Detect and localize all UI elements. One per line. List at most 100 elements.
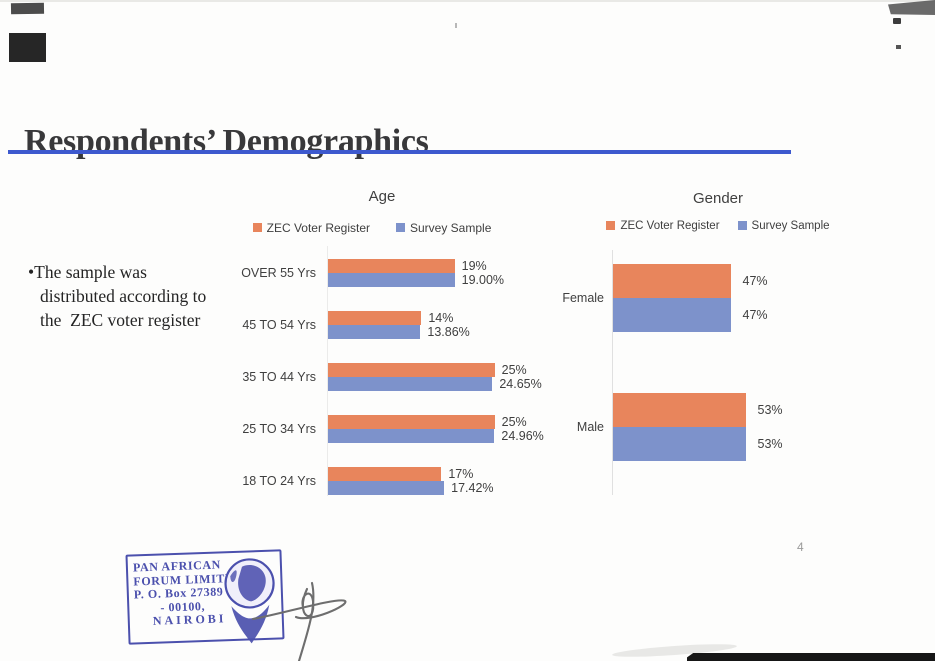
scan-artifact-top-right (888, 0, 935, 15)
legend-item: ZEC Voter Register (252, 220, 370, 235)
age-chart: Age ZEC Voter Register Survey Sample OVER… (228, 188, 552, 496)
bar-value-label: 13.86% (427, 325, 470, 339)
chart-row: Female 47% 47% (558, 264, 878, 332)
bar (328, 273, 455, 287)
legend-label: Survey Sample (751, 219, 830, 232)
legend-swatch-icon (606, 221, 616, 230)
category-label: 35 TO 44 Yrs (242, 370, 316, 384)
bar (328, 259, 455, 273)
pan-african-forum-stamp: PAN AFRICAN FORUM LIMITED P. O. Box 2738… (125, 549, 285, 645)
bullet-line: the ZEC voter register (40, 310, 201, 330)
chart-legend: ZEC Voter Register Survey Sample (558, 218, 878, 233)
bullet-marker: • (28, 262, 35, 282)
chart-legend: ZEC Voter Register Survey Sample (210, 220, 534, 235)
y-axis-line (612, 250, 613, 495)
y-axis-line (327, 246, 328, 496)
chart-title: Age (368, 188, 396, 205)
gender-chart: Gender ZEC Voter Register Survey Sample F… (558, 190, 878, 495)
chart-title: Gender (692, 190, 744, 207)
bar-value-label: 25% (501, 415, 527, 429)
bar (613, 298, 731, 332)
bar-value-label: 47% (742, 308, 768, 322)
bar-value-label: 17% (448, 467, 474, 481)
scan-artifact-top-left-1 (10, 2, 45, 15)
bar-value-label: 14% (428, 311, 454, 325)
legend-item: ZEC Voter Register (606, 219, 720, 232)
chart-row: 25 TO 34 Yrs 25% 24.96% (228, 415, 552, 443)
globe-hand-icon (224, 558, 275, 644)
category-label: Female (562, 291, 604, 305)
bar-line: 19% (328, 259, 528, 273)
chart-row: 35 TO 44 Yrs 25% 24.65% (228, 363, 552, 391)
bullet-text: •The sample was distributed according to… (28, 260, 238, 332)
scan-speck (893, 18, 901, 24)
bar-line: 25% (328, 415, 528, 429)
page-title: Respondents’ Demographics (24, 122, 429, 160)
bar (328, 311, 422, 325)
bar-line: 25% (328, 363, 528, 377)
chart-rows: Female 47% 47% Male 53% 53% (558, 264, 878, 461)
bar (328, 363, 495, 377)
category-label: 45 TO 54 Yrs (242, 318, 316, 332)
scan-speck (896, 45, 901, 49)
bar-value-label: 17.42% (451, 481, 494, 495)
bar-line: 47% (613, 298, 768, 332)
bar-value-label: 19.00% (461, 273, 505, 287)
bar-line: 47% (613, 264, 768, 298)
category-label: Male (576, 420, 604, 434)
title-underline (8, 150, 791, 154)
legend-label: Survey Sample (410, 220, 492, 235)
scan-artifact-bottom-bar (687, 653, 935, 661)
legend-label: ZEC Voter Register (266, 220, 370, 235)
bar (328, 481, 445, 495)
bar-value-label: 53% (757, 403, 783, 417)
bar-group: 53% 53% (613, 393, 783, 461)
category-label: 18 TO 24 Yrs (242, 474, 316, 488)
bar (328, 325, 421, 339)
bar-group: 17% 17.42% (328, 467, 528, 495)
scan-artifact-top-left-2 (9, 33, 46, 62)
chart-row: 18 TO 24 Yrs 17% 17.42% (228, 467, 552, 495)
bar-line: 19.00% (328, 273, 528, 287)
bar-group: 25% 24.96% (328, 415, 544, 443)
bar-value-label: 24.65% (499, 377, 542, 391)
chart-row: Male 53% 53% (558, 393, 878, 461)
bar-value-label: 19% (461, 259, 487, 273)
bar-value-label: 47% (742, 274, 768, 288)
bar-line: 17% (328, 467, 528, 481)
bar-line: 14% (328, 311, 528, 325)
bar (328, 467, 442, 481)
bar-line: 53% (613, 393, 783, 427)
bar (613, 264, 731, 298)
chart-row: 45 TO 54 Yrs 14% 13.86% (228, 311, 552, 339)
bar-line: 17.42% (328, 481, 528, 495)
page-number: 4 (797, 540, 804, 554)
legend-swatch-icon (252, 223, 262, 232)
scan-edge-smudge (0, 0, 935, 2)
bullet-line-text: The sample was (34, 262, 147, 282)
bar-line: 13.86% (328, 325, 528, 339)
bar-group: 47% 47% (613, 264, 768, 332)
legend-swatch-icon (737, 221, 747, 230)
bar (613, 393, 746, 427)
bar-line: 24.96% (328, 429, 544, 443)
bar (328, 415, 495, 429)
bar (613, 427, 746, 461)
bar (328, 377, 493, 391)
bar-value-label: 24.96% (501, 429, 544, 443)
chart-row: OVER 55 Yrs 19% 19.00% (228, 259, 552, 287)
legend-swatch-icon (396, 223, 405, 232)
legend-item: Survey Sample (737, 219, 830, 232)
bar (328, 429, 495, 443)
bar-value-label: 25% (501, 363, 527, 377)
bar-line: 53% (613, 427, 783, 461)
legend-label: ZEC Voter Register (620, 219, 720, 232)
bar-group: 19% 19.00% (328, 259, 528, 287)
bullet-line: distributed according to (40, 286, 207, 306)
chart-rows: OVER 55 Yrs 19% 19.00% 45 TO 54 Yrs 14% 13.86… (228, 259, 552, 495)
signature-scribble (251, 581, 347, 661)
bar-group: 14% 13.86% (328, 311, 528, 339)
category-label: 25 TO 34 Yrs (242, 422, 316, 436)
bar-group: 25% 24.65% (328, 363, 542, 391)
